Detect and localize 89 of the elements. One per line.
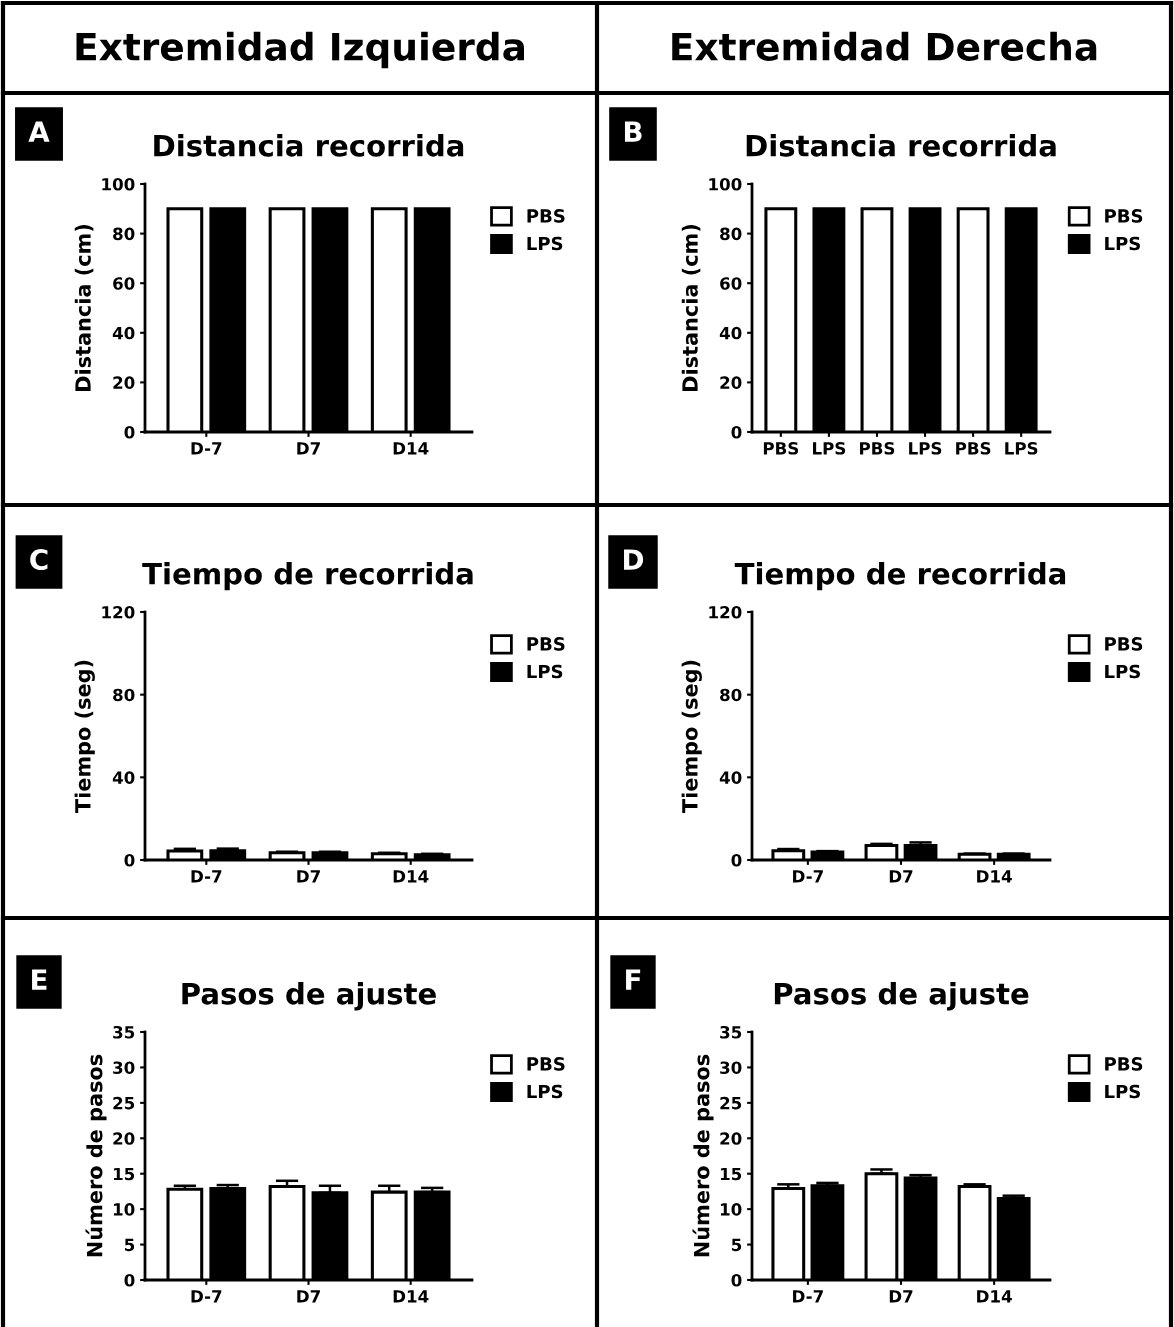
y-tick-label: 5 [124, 1238, 135, 1252]
y-tick-label: 30 [720, 1061, 742, 1074]
y-tick-label: 25 [113, 1096, 135, 1110]
legend-label: PBS [1105, 209, 1143, 223]
y-tick-label: 120 [709, 605, 742, 619]
x-tick-label: D7 [297, 442, 320, 455]
y-tick-label: 20 [113, 376, 135, 389]
y-tick-label: 10 [720, 1203, 742, 1216]
x-tick-label: D-7 [191, 1290, 222, 1303]
text: E [32, 969, 47, 990]
y-tick-label: 5 [731, 1238, 742, 1252]
x-tick-label: PBS [956, 442, 991, 455]
y-tick-label: 100 [102, 177, 135, 191]
y-axis-title: Distancia (cm) [74, 225, 94, 391]
text: D [624, 549, 644, 570]
x-tick-label: D7 [889, 1290, 913, 1303]
y-tick-label: 80 [720, 227, 742, 241]
y-axis-title: Tiempo (seg) [681, 660, 702, 813]
y-axis-title: Distancia (cm) [681, 225, 701, 391]
y-tick-label: 25 [720, 1096, 742, 1110]
text: F [626, 969, 641, 990]
x-tick-label: LPS [909, 442, 942, 455]
y-tick-label: 35 [720, 1025, 742, 1039]
x-tick-label: D7 [297, 1290, 320, 1303]
y-tick-label: 80 [113, 688, 135, 702]
y-axis-title: Tiempo (seg) [74, 660, 95, 813]
y-tick-label: 20 [113, 1132, 135, 1145]
y-tick-label: 120 [102, 605, 135, 619]
chart-title: Tiempo de recorrida [142, 562, 473, 591]
chart-title: Tiempo de recorrida [734, 562, 1066, 591]
chart-title: Distancia recorrida [154, 134, 464, 157]
legend-label: PBS [527, 1057, 565, 1071]
legend-label: LPS [1105, 664, 1140, 679]
legend-label: LPS [1105, 1084, 1140, 1099]
chart-title: Pasos de ajuste [182, 982, 436, 1011]
x-tick-label: D14 [393, 870, 429, 883]
y-tick-label: 40 [112, 771, 135, 784]
x-tick-label: D7 [889, 870, 913, 883]
legend-label: PBS [527, 209, 565, 223]
y-tick-label: 15 [720, 1167, 742, 1181]
text: Extremidad Izquierda [76, 31, 524, 69]
y-axis-title: Número de pasos [692, 1054, 714, 1257]
y-axis-title: Número de pasos [85, 1054, 107, 1257]
y-tick-label: 15 [113, 1167, 135, 1181]
x-tick-label: LPS [813, 442, 846, 455]
y-tick-label: 40 [719, 771, 742, 784]
y-tick-label: 0 [731, 1273, 742, 1287]
x-tick-label: D-7 [191, 442, 222, 455]
legend-label: LPS [527, 236, 563, 251]
y-tick-label: 10 [113, 1203, 135, 1216]
y-tick-label: 80 [113, 227, 135, 241]
y-tick-label: 0 [731, 425, 742, 439]
text: A [28, 121, 50, 142]
y-tick-label: 20 [720, 1132, 742, 1145]
y-tick-label: 80 [720, 688, 742, 702]
y-tick-label: 100 [709, 177, 742, 191]
legend-label: PBS [1105, 1057, 1143, 1071]
y-tick-label: 35 [113, 1025, 135, 1039]
x-tick-label: D-7 [793, 870, 823, 883]
x-tick-label: D-7 [191, 870, 222, 883]
legend-label: LPS [527, 664, 563, 679]
y-tick-label: 0 [124, 425, 135, 439]
x-tick-label: D14 [393, 442, 429, 455]
x-tick-label: PBS [860, 442, 895, 455]
y-tick-label: 60 [720, 277, 742, 290]
y-tick-label: 0 [124, 853, 135, 867]
y-tick-label: 0 [124, 1273, 135, 1287]
x-tick-label: D7 [297, 870, 320, 883]
x-tick-label: D14 [393, 1290, 429, 1303]
y-tick-label: 20 [720, 376, 742, 389]
y-tick-label: 30 [113, 1061, 135, 1074]
text: B [624, 121, 642, 142]
y-tick-label: 0 [731, 853, 742, 867]
x-tick-label: D-7 [793, 1290, 823, 1303]
x-tick-label: LPS [1005, 442, 1038, 455]
x-tick-label: D14 [977, 870, 1012, 883]
y-tick-label: 40 [719, 326, 742, 340]
chart-title: Distancia recorrida [746, 134, 1056, 157]
x-tick-label: PBS [763, 442, 799, 455]
chart-title: Pasos de ajuste [774, 982, 1029, 1011]
text: C [30, 549, 48, 571]
y-tick-label: 60 [113, 277, 135, 290]
text: Extremidad Derecha [672, 31, 1097, 61]
y-tick-label: 40 [112, 326, 135, 340]
x-tick-label: D14 [977, 1290, 1012, 1303]
legend-label: LPS [1105, 236, 1140, 251]
legend-label: LPS [527, 1084, 563, 1099]
legend-label: PBS [1105, 637, 1143, 651]
legend-label: PBS [527, 637, 565, 651]
